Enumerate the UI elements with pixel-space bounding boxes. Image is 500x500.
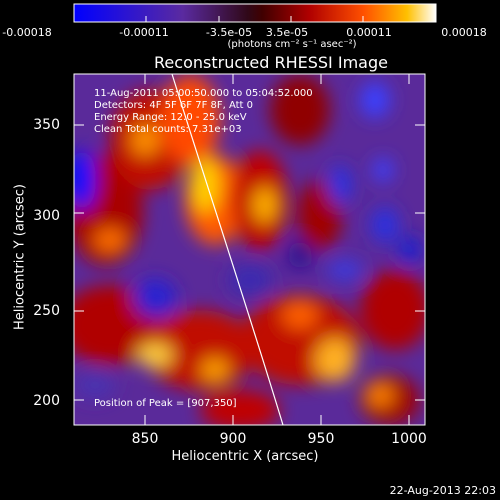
y-axis-label: Heliocentric Y (arcsec) bbox=[12, 184, 28, 330]
axis-ticks bbox=[74, 74, 425, 425]
y-tick-label: 300 bbox=[33, 208, 60, 224]
y-tick-label: 250 bbox=[33, 303, 60, 319]
info-clean-counts: Clean Total counts: 7.31e+03 bbox=[94, 124, 242, 135]
colorbar bbox=[73, 3, 437, 23]
solar-limb-line bbox=[171, 74, 284, 425]
colorbar-tick-label: -3.5e-05 bbox=[205, 26, 253, 39]
x-tick-label: 900 bbox=[219, 431, 247, 447]
colorbar-ticks bbox=[73, 16, 437, 22]
colorbar-tick-label: 0.00018 bbox=[441, 26, 487, 39]
y-tick-label: 350 bbox=[33, 117, 60, 133]
info-energy-range: Energy Range: 12.0 - 25.0 keV bbox=[94, 112, 247, 123]
y-tick-label: 200 bbox=[33, 393, 60, 409]
colorbar-tick-label: 0.00011 bbox=[346, 26, 392, 39]
colorbar-tick-label: -0.00011 bbox=[119, 26, 169, 39]
colorbar-tick-label: 3.5e-05 bbox=[265, 26, 309, 39]
plot-title: Reconstructed RHESSI Image bbox=[154, 53, 388, 72]
info-time-range: 11-Aug-2011 05:00:50.000 to 05:04:52.000 bbox=[94, 88, 313, 99]
rhessi-image bbox=[74, 74, 425, 425]
x-tick-label: 950 bbox=[307, 431, 335, 447]
peak-position: Position of Peak = [907,350] bbox=[94, 398, 237, 409]
plot-frame bbox=[73, 73, 426, 426]
x-axis-label: Heliocentric X (arcsec) bbox=[171, 449, 319, 464]
x-tick-label: 1000 bbox=[391, 431, 427, 447]
colorbar-tick-label: -0.00018 bbox=[2, 26, 52, 39]
generation-timestamp: 22-Aug-2013 22:03 bbox=[389, 484, 496, 497]
x-tick-label: 850 bbox=[131, 431, 159, 447]
colorbar-units: (photons cm⁻² s⁻¹ asec⁻²) bbox=[227, 39, 357, 50]
info-detectors: Detectors: 4F 5F 6F 7F 8F, Att 0 bbox=[94, 100, 254, 111]
